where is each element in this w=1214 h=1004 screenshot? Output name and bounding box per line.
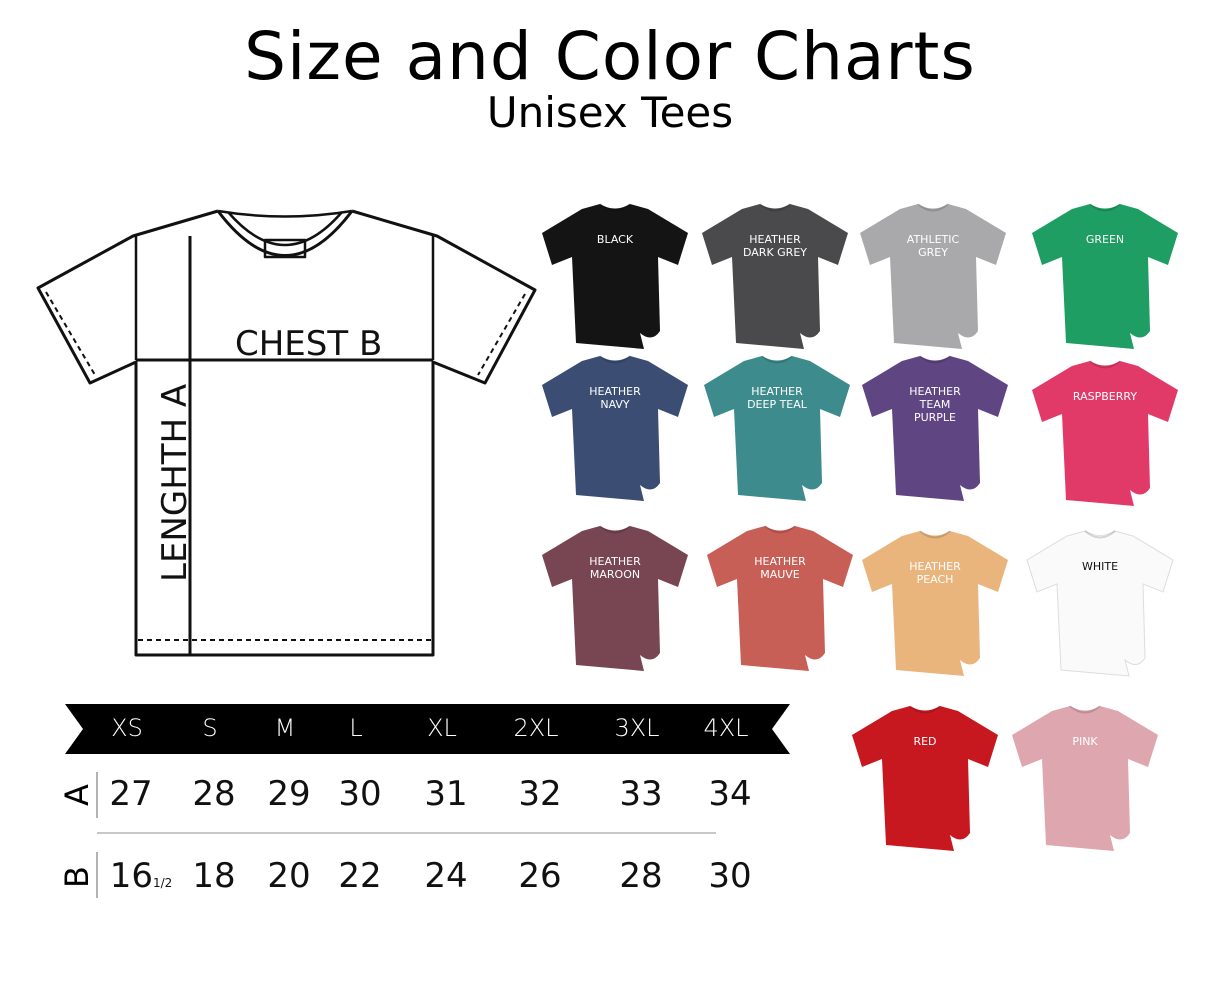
color-name: HEATHER NAVY <box>589 385 641 411</box>
tshirt-icon <box>860 203 1006 349</box>
cell-a-xl: 31 <box>424 774 468 814</box>
tshirt-icon <box>852 705 998 851</box>
size-header-2xl: 2XL <box>513 714 559 742</box>
cell-a-2xl: 32 <box>518 774 562 814</box>
color-name: RED <box>913 735 937 748</box>
color-name: BLACK <box>596 233 634 246</box>
cell-a-4xl: 34 <box>708 774 752 814</box>
cell-b-s: 18 <box>192 856 236 896</box>
color-swatch-heather-deep-teal[interactable]: HEATHER DEEP TEAL <box>702 355 852 505</box>
color-name: GREEN <box>1085 233 1125 246</box>
cell-a-m: 29 <box>267 774 311 814</box>
tshirt-icon <box>1026 530 1174 677</box>
color-swatch-heather-mauve[interactable]: HEATHER MAUVE <box>705 525 855 675</box>
tshirt-icon <box>862 530 1008 676</box>
neck-tag <box>263 238 307 259</box>
color-name: PINK <box>1072 735 1098 748</box>
page-subtitle: Unisex Tees <box>486 88 734 137</box>
size-header-banner <box>65 704 790 754</box>
fraction: 1/2 <box>152 876 173 890</box>
cell-a-xs: 27 <box>109 774 153 814</box>
color-swatch-raspberry[interactable]: RASPBERRY <box>1030 360 1180 510</box>
tshirt-outline <box>36 209 537 657</box>
color-swatch-athletic-grey[interactable]: ATHLETIC GREY <box>858 203 1008 353</box>
color-name: HEATHER MAROON <box>589 555 641 581</box>
row-label-b: B <box>57 866 96 888</box>
collar-outer <box>216 210 354 257</box>
size-header-l: L <box>349 714 363 742</box>
color-swatch-black[interactable]: BLACK <box>540 203 690 353</box>
size-header-m: M <box>274 714 296 742</box>
color-swatch-red[interactable]: RED <box>850 705 1000 855</box>
color-name: HEATHER MAUVE <box>754 555 806 581</box>
tshirt-icon <box>1032 203 1178 349</box>
color-name: ATHLETIC GREY <box>906 233 960 259</box>
color-name: HEATHER TEAM PURPLE <box>909 385 961 424</box>
size-header-3xl: 3XL <box>614 714 660 742</box>
color-name: HEATHER PEACH <box>909 560 961 586</box>
page-title: Size and Color Charts <box>244 18 976 95</box>
color-swatch-white[interactable]: WHITE <box>1025 530 1175 680</box>
tshirt-icon <box>542 525 688 671</box>
size-header-xs: XS <box>111 714 143 742</box>
color-swatch-green[interactable]: GREEN <box>1030 203 1180 353</box>
cell-b-l: 22 <box>338 856 382 896</box>
tshirt-icon <box>1032 360 1178 506</box>
chest-label: CHEST B <box>235 324 382 364</box>
cell-a-s: 28 <box>192 774 236 814</box>
cell-b-3xl: 28 <box>619 856 663 896</box>
tshirt-icon <box>707 525 853 671</box>
collar-inner <box>227 211 343 247</box>
length-label: LENGHTH A <box>155 384 195 582</box>
row-label-a: A <box>57 784 96 806</box>
cell-b-m: 20 <box>267 856 311 896</box>
size-header-xl: XL <box>427 714 457 742</box>
color-name: RASPBERRY <box>1072 390 1138 403</box>
color-name: HEATHER DARK GREY <box>743 233 807 259</box>
color-swatch-heather-dark-grey[interactable]: HEATHER DARK GREY <box>700 203 850 353</box>
color-swatch-pink[interactable]: PINK <box>1010 705 1160 855</box>
cell-b-xs: 161/2 <box>109 856 173 896</box>
color-swatch-heather-maroon[interactable]: HEATHER MAROON <box>540 525 690 675</box>
tshirt-icon <box>862 355 1008 501</box>
size-header-4xl: 4XL <box>703 714 749 742</box>
tshirt-icon <box>1012 705 1158 851</box>
tshirt-icon <box>704 355 850 501</box>
tshirt-icon <box>702 203 848 349</box>
color-swatch-heather-team-purple[interactable]: HEATHER TEAM PURPLE <box>860 355 1010 505</box>
size-header-s: S <box>202 714 218 742</box>
cell-a-l: 30 <box>338 774 382 814</box>
color-name: HEATHER DEEP TEAL <box>747 385 807 411</box>
cell-b-xl: 24 <box>424 856 468 896</box>
color-swatch-heather-navy[interactable]: HEATHER NAVY <box>540 355 690 505</box>
cell-b-2xl: 26 <box>518 856 562 896</box>
tshirt-icon <box>542 203 688 349</box>
cell-a-3xl: 33 <box>619 774 663 814</box>
color-swatch-heather-peach[interactable]: HEATHER PEACH <box>860 530 1010 680</box>
cell-b-4xl: 30 <box>708 856 752 896</box>
color-name: WHITE <box>1081 560 1119 573</box>
tshirt-icon <box>542 355 688 501</box>
